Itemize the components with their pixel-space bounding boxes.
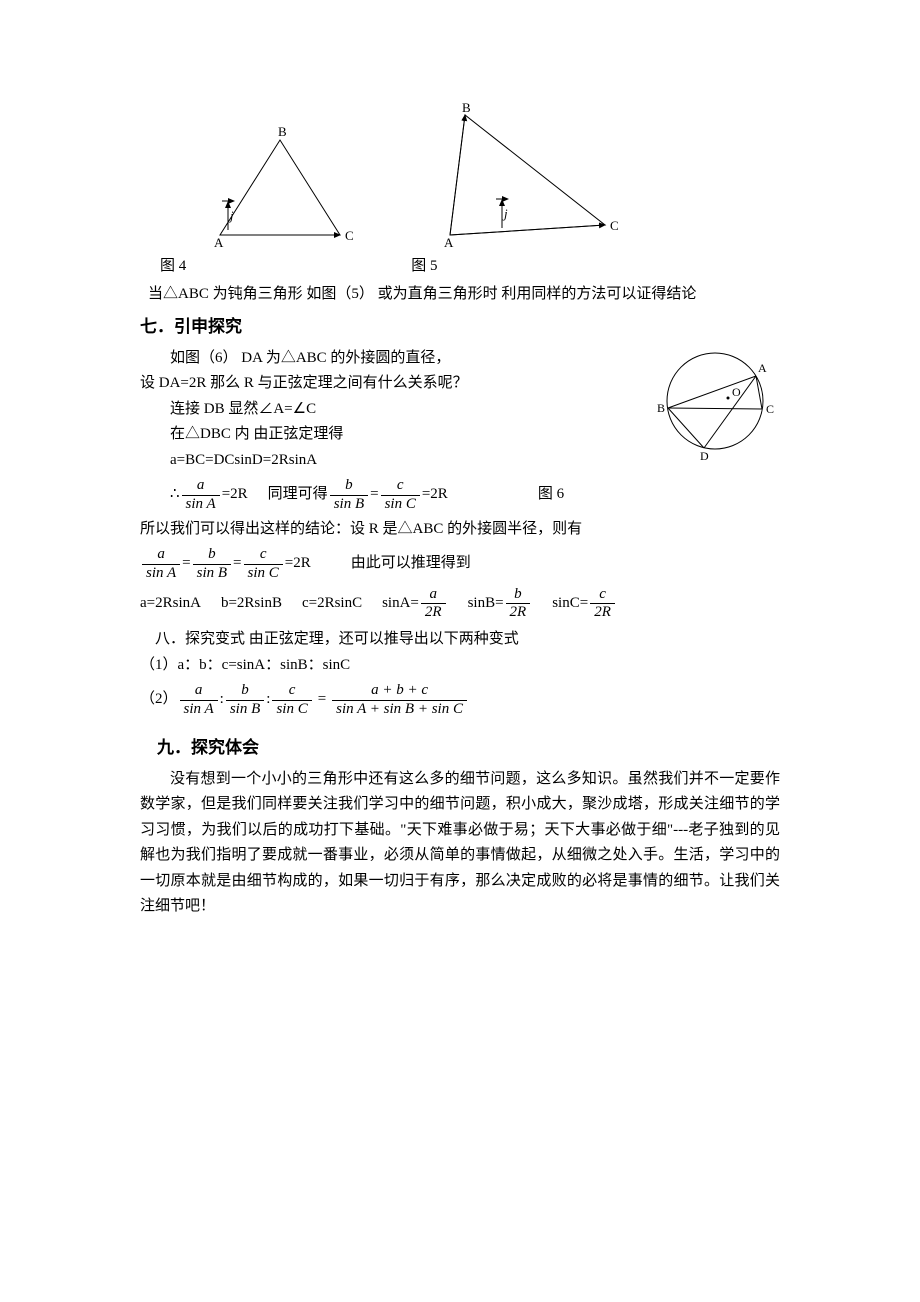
triangle-obtuse-svg: A B C j — [420, 100, 630, 250]
circumscribed-circle-svg: O A B C D — [650, 346, 780, 466]
sinC-eq: sinC= — [552, 591, 588, 617]
eq1: = — [182, 551, 190, 577]
sec7-math1: ∴ a sin A =2R 同理可得 b sin B = c sin C =2R… — [140, 477, 780, 513]
caption-5: 图 5 — [411, 254, 437, 280]
section-9-body: 没有想到一个小小的三角形中还有这么多的细节问题，这么多知识。虽然我们并不一定要作… — [140, 767, 780, 920]
label-C: C — [610, 218, 619, 233]
sec7-math2: a sin A = b sin B = c sin C =2R 由此可以推理得到 — [140, 546, 780, 582]
sinB-eq: sinB= — [468, 591, 504, 617]
frac-b-2R: b 2R — [506, 586, 531, 622]
frac-c-sinC-2: c sin C — [244, 546, 283, 582]
frac-a-sinA-3: a sin A — [180, 682, 218, 718]
frac-a-2R: a 2R — [421, 586, 446, 622]
frac-c-sinC: c sin C — [381, 477, 420, 513]
section-9-heading: 九．探究体会 — [140, 734, 780, 763]
label-A: A — [758, 361, 767, 375]
figure-row-4-5: A B C j A B C j — [140, 100, 780, 250]
label-B: B — [278, 124, 287, 139]
frac-b-sinB-3: b sin B — [226, 682, 264, 718]
label-A: A — [444, 235, 454, 250]
label-O: O — [732, 385, 741, 399]
figure-4: A B C j — [200, 120, 360, 250]
colon2: : — [266, 687, 270, 713]
frac-sum: a + b + c sin A + sin B + sin C — [332, 682, 467, 718]
label-B: B — [462, 100, 471, 115]
frac-c-sinC-3: c sin C — [272, 682, 311, 718]
caption-4: 图 4 — [160, 254, 186, 280]
frac-c-2R: c 2R — [590, 586, 615, 622]
sinA-eq: sinA= — [382, 591, 419, 617]
sec7-line6: 所以我们可以得出这样的结论：设 R 是△ABC 的外接圆半径，则有 — [140, 517, 780, 543]
eq-2R-3: =2R — [285, 551, 311, 577]
colon1: : — [220, 687, 224, 713]
eq-c: c=2RsinC — [302, 591, 362, 617]
similarly-text: 同理可得 — [268, 482, 328, 508]
eq2: = — [233, 551, 241, 577]
label-D: D — [700, 449, 709, 463]
eq-2R-2: =2R — [422, 482, 448, 508]
section-7-body: O A B C D 如图（6） DA 为△ABC 的外接圆的直径， 设 DA=2… — [140, 346, 780, 517]
sec8-item2-prefix: （2） — [140, 687, 178, 713]
sec7-math3: a=2RsinA b=2RsinB c=2RsinC sinA= a 2R si… — [140, 586, 780, 622]
frac-a-sinA-2: a sin A — [142, 546, 180, 582]
eq-sign-2: = — [318, 687, 326, 713]
sec8-math: （2） a sin A : b sin B : c sin C = a + b … — [140, 682, 780, 718]
figure-6-wrapper: O A B C D — [650, 346, 780, 466]
eq-2R: =2R — [222, 482, 248, 508]
label-B: B — [657, 401, 665, 415]
caption-6: 图 6 — [538, 482, 564, 508]
frac-b-sinB-2: b sin B — [193, 546, 231, 582]
eq-a: a=2RsinA — [140, 591, 201, 617]
section-8-heading: 八．探究变式 由正弦定理，还可以推导出以下两种变式 — [140, 627, 780, 653]
derive-text: 由此可以推理得到 — [351, 551, 471, 577]
eq-sign: = — [370, 482, 378, 508]
therefore-symbol: ∴ — [170, 482, 180, 508]
triangle-acute-svg: A B C j — [200, 120, 360, 250]
label-C: C — [345, 228, 354, 243]
caption-row-4-5: 图 4 图 5 — [140, 254, 780, 280]
fig5-conclusion-line: 当△ABC 为钝角三角形 如图（5） 或为直角三角形时 利用同样的方法可以证得结… — [148, 282, 780, 308]
frac-b-sinB: b sin B — [330, 477, 368, 513]
eq-b: b=2RsinB — [221, 591, 282, 617]
section-7-heading: 七．引申探究 — [140, 313, 780, 342]
label-C: C — [766, 402, 774, 416]
sec8-line1: （1）a：b：c=sinA：sinB：sinC — [140, 653, 780, 679]
frac-a-sinA: a sin A — [182, 477, 220, 513]
figure-5: A B C j — [420, 100, 630, 250]
label-A: A — [214, 235, 224, 250]
label-j: j — [502, 206, 508, 221]
